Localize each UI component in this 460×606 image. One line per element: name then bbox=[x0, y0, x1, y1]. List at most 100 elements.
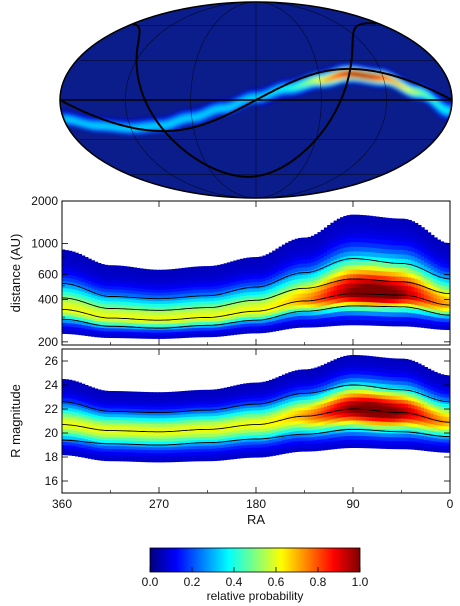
heat-cell bbox=[395, 263, 399, 269]
heat-cell bbox=[84, 315, 89, 320]
heat-cell bbox=[213, 303, 218, 308]
heat-cell bbox=[126, 302, 131, 306]
heat-cell bbox=[349, 219, 354, 225]
heat-cell bbox=[126, 452, 131, 456]
heat-cell bbox=[443, 293, 448, 298]
heat-cell bbox=[194, 278, 199, 282]
heat-cell bbox=[372, 252, 377, 258]
sky-band-cell bbox=[283, 94, 288, 97]
heat-cell bbox=[356, 214, 361, 220]
heat-cell bbox=[139, 300, 144, 304]
heat-cell bbox=[91, 323, 95, 328]
heat-cell bbox=[391, 285, 396, 291]
heat-cell bbox=[175, 277, 179, 281]
heat-cell bbox=[210, 271, 215, 276]
heat-cell bbox=[94, 286, 99, 291]
heat-cell bbox=[239, 271, 244, 275]
sky-band-cell bbox=[435, 105, 440, 109]
heat-cell bbox=[414, 257, 419, 263]
sky-band-cell bbox=[222, 100, 227, 103]
heat-cell bbox=[330, 244, 335, 250]
sky-band-cell bbox=[292, 91, 297, 95]
heat-cell bbox=[317, 287, 322, 292]
heat-cell bbox=[126, 417, 131, 421]
heat-cell bbox=[155, 286, 160, 291]
sky-band-cell bbox=[224, 109, 229, 113]
heat-cell bbox=[446, 282, 450, 287]
heat-cell bbox=[94, 311, 99, 316]
heat-cell bbox=[395, 272, 399, 278]
heat-cell bbox=[340, 280, 344, 286]
heat-cell bbox=[68, 423, 73, 428]
heat-cell bbox=[440, 318, 445, 323]
sky-band-cell bbox=[235, 105, 240, 109]
sky-map-panel bbox=[59, 1, 453, 199]
heat-cell bbox=[230, 267, 234, 272]
heat-cell bbox=[201, 280, 205, 285]
heat-cell bbox=[159, 278, 163, 282]
heat-cell bbox=[120, 457, 125, 462]
heat-cell bbox=[346, 260, 351, 266]
heat-cell bbox=[113, 396, 118, 401]
heat-cell bbox=[97, 412, 102, 417]
sky-band-cell bbox=[121, 131, 126, 135]
heat-cell bbox=[310, 254, 315, 260]
heat-cell bbox=[272, 267, 276, 272]
heat-cell bbox=[385, 280, 390, 286]
heat-cell bbox=[71, 383, 76, 388]
heat-cell bbox=[91, 291, 95, 296]
heat-cell bbox=[120, 301, 125, 306]
heat-cell bbox=[443, 246, 448, 251]
heat-cell bbox=[159, 284, 163, 288]
heat-cell bbox=[97, 395, 102, 399]
heat-cell bbox=[110, 334, 115, 339]
sky-band-cell bbox=[213, 107, 219, 110]
heat-cell bbox=[256, 316, 260, 321]
heat-cell bbox=[191, 325, 196, 329]
heat-cell bbox=[97, 430, 102, 435]
sky-band-cell bbox=[211, 104, 216, 107]
heat-cell bbox=[126, 434, 131, 439]
sky-band-cell bbox=[94, 121, 99, 125]
heat-cell bbox=[139, 282, 144, 287]
heat-cell bbox=[94, 292, 99, 297]
sky-band-cell bbox=[121, 120, 126, 123]
heat-cell bbox=[391, 227, 396, 233]
heat-cell bbox=[314, 249, 319, 254]
heat-cell bbox=[123, 298, 128, 303]
heat-cell bbox=[430, 262, 435, 267]
heat-cell bbox=[359, 242, 364, 248]
sky-band-cell bbox=[257, 89, 262, 92]
heat-cell bbox=[91, 260, 95, 265]
heat-cell bbox=[411, 230, 416, 235]
heat-cell bbox=[323, 235, 328, 241]
heat-cell bbox=[314, 299, 319, 305]
heat-cell bbox=[414, 248, 419, 254]
heat-cell bbox=[91, 317, 95, 321]
heat-cell bbox=[175, 271, 179, 276]
heat-cell bbox=[133, 267, 137, 271]
heat-cell bbox=[359, 306, 364, 312]
heat-cell bbox=[178, 314, 183, 318]
heat-cell bbox=[152, 281, 157, 285]
heat-cell bbox=[71, 251, 76, 256]
heat-cell bbox=[142, 271, 147, 276]
sky-band-cell bbox=[270, 92, 275, 96]
heat-cell bbox=[301, 241, 306, 246]
heat-cell bbox=[188, 305, 192, 309]
heat-cell bbox=[246, 267, 251, 271]
heat-cell bbox=[65, 302, 70, 307]
heat-cell bbox=[201, 266, 205, 270]
heat-cell bbox=[268, 305, 273, 310]
sky-band-cell bbox=[88, 119, 94, 122]
sky-band-cell bbox=[248, 90, 253, 93]
heat-cell bbox=[104, 422, 108, 427]
heat-cell bbox=[378, 307, 383, 313]
heat-cell bbox=[346, 279, 351, 285]
sky-band-cell bbox=[242, 100, 247, 104]
heat-cell bbox=[159, 304, 163, 308]
heat-cell bbox=[259, 304, 264, 308]
heat-cell bbox=[285, 274, 289, 280]
heat-cell bbox=[197, 330, 202, 335]
heat-cell bbox=[340, 315, 344, 322]
